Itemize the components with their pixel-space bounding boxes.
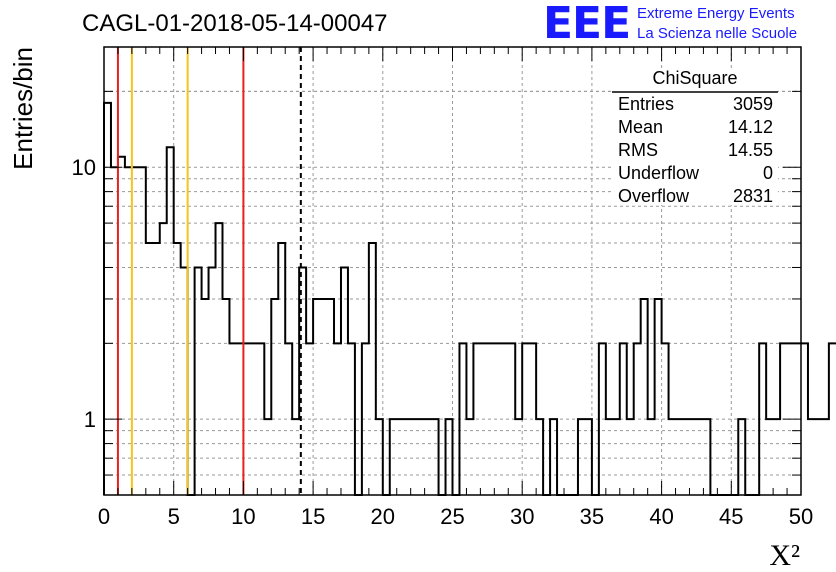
stats-label-underflow: Underflow bbox=[618, 163, 700, 183]
eee-logo-mark: EEE bbox=[543, 0, 631, 49]
x-tick-label: 25 bbox=[440, 504, 464, 529]
y-tick-label: 10 bbox=[72, 155, 96, 180]
stats-value-underflow: 0 bbox=[763, 163, 773, 183]
x-tick-label: 35 bbox=[580, 504, 604, 529]
stats-label-entries: Entries bbox=[618, 94, 674, 114]
x-tick-label: 45 bbox=[719, 504, 743, 529]
x-tick-label: 40 bbox=[649, 504, 673, 529]
stats-box bbox=[612, 68, 778, 205]
stats-value-entries: 3059 bbox=[733, 94, 773, 114]
logo-line-2: La Scienza nelle Scuole bbox=[637, 25, 798, 42]
x-tick-label: 5 bbox=[168, 504, 180, 529]
stats-value-mean: 14.12 bbox=[728, 117, 773, 137]
x-tick-label: 15 bbox=[301, 504, 325, 529]
x-tick-label: 10 bbox=[231, 504, 255, 529]
y-tick-label: 1 bbox=[84, 407, 96, 432]
chart-title: CAGL-01-2018-05-14-00047 bbox=[82, 10, 388, 37]
stats-value-rms: 14.55 bbox=[728, 140, 773, 160]
x-tick-label: 20 bbox=[371, 504, 395, 529]
x-axis-label: X² bbox=[769, 539, 800, 572]
stats-label-overflow: Overflow bbox=[618, 186, 690, 206]
x-tick-label: 0 bbox=[98, 504, 110, 529]
stats-label-mean: Mean bbox=[618, 117, 663, 137]
x-tick-label: 50 bbox=[789, 504, 813, 529]
y-axis-label: Entries/bin bbox=[8, 47, 38, 170]
histogram-series bbox=[103, 101, 836, 496]
x-tick-label: 30 bbox=[510, 504, 534, 529]
stats-value-overflow: 2831 bbox=[733, 186, 773, 206]
logo-line-1: Extreme Energy Events bbox=[637, 5, 795, 22]
stats-label-rms: RMS bbox=[618, 140, 658, 160]
stats-title: ChiSquare bbox=[652, 68, 737, 88]
